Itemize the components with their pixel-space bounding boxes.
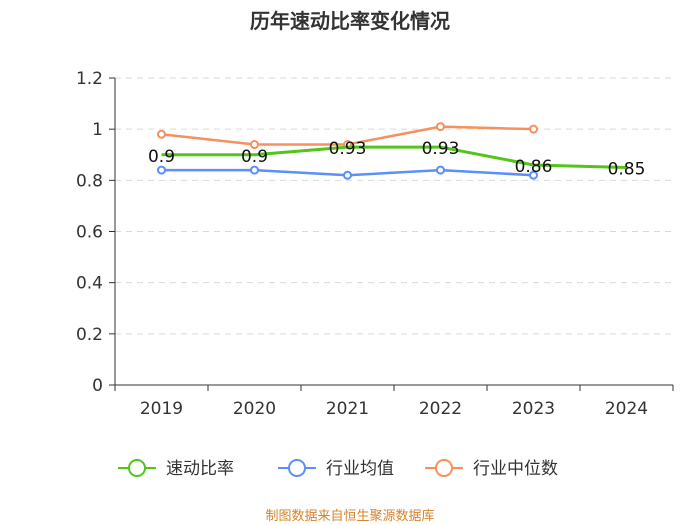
legend-item[interactable]: 行业中位数 (425, 459, 558, 479)
series-point[interactable] (157, 165, 166, 175)
y-tick-label: 0 (92, 376, 103, 396)
data-label: 0.9 (148, 147, 175, 167)
series-point[interactable] (436, 122, 445, 132)
chart-title: 历年速动比率变化情况 (250, 9, 450, 33)
legend[interactable]: 速动比率 行业均值 行业中位数 (118, 459, 558, 479)
series-line-0 (161, 145, 627, 170)
legend-label: 行业均值 (326, 459, 394, 479)
series-point[interactable] (529, 124, 538, 134)
legend-marker (288, 459, 306, 477)
legend-label: 速动比率 (166, 459, 234, 479)
legend-label: 行业中位数 (473, 459, 558, 479)
series-point[interactable] (436, 165, 445, 175)
y-tick-label: 1 (92, 120, 103, 140)
y-axis: 0 0.2 0.4 0.6 0.8 1 1.2 (76, 69, 116, 396)
y-tick-label: 1.2 (76, 69, 103, 89)
y-tick-label: 0.8 (76, 171, 103, 191)
data-labels: 0.9 0.9 0.93 0.93 0.86 0.85 (148, 139, 645, 179)
legend-marker (435, 459, 453, 477)
x-tick-label: 2023 (512, 399, 555, 419)
x-tick-label: 2021 (326, 399, 369, 419)
y-tick-label: 0.6 (76, 223, 103, 243)
x-axis: 2019 2020 2021 2022 2023 2024 (114, 384, 674, 419)
legend-item[interactable]: 速动比率 (118, 459, 234, 479)
data-label: 0.93 (422, 139, 460, 159)
legend-item[interactable]: 行业均值 (278, 459, 394, 479)
data-label: 0.85 (608, 160, 646, 180)
data-label: 0.86 (515, 157, 553, 177)
x-tick-label: 2019 (140, 399, 183, 419)
x-tick-label: 2024 (605, 399, 648, 419)
series-point[interactable] (250, 165, 259, 175)
source-note: 制图数据来自恒生聚源数据库 (265, 508, 434, 524)
series-point[interactable] (529, 170, 538, 180)
grid-lines (115, 77, 673, 335)
y-tick-label: 0.4 (76, 274, 103, 294)
x-tick-label: 2020 (233, 399, 276, 419)
series-point[interactable] (250, 140, 259, 150)
y-tick-label: 0.2 (76, 325, 103, 345)
series-point[interactable] (343, 170, 352, 180)
data-label: 0.93 (329, 139, 367, 159)
data-label: 0.9 (241, 147, 268, 167)
x-tick-label: 2022 (419, 399, 462, 419)
legend-marker (128, 459, 146, 477)
series-point[interactable] (157, 129, 166, 139)
series-layer (157, 122, 627, 180)
